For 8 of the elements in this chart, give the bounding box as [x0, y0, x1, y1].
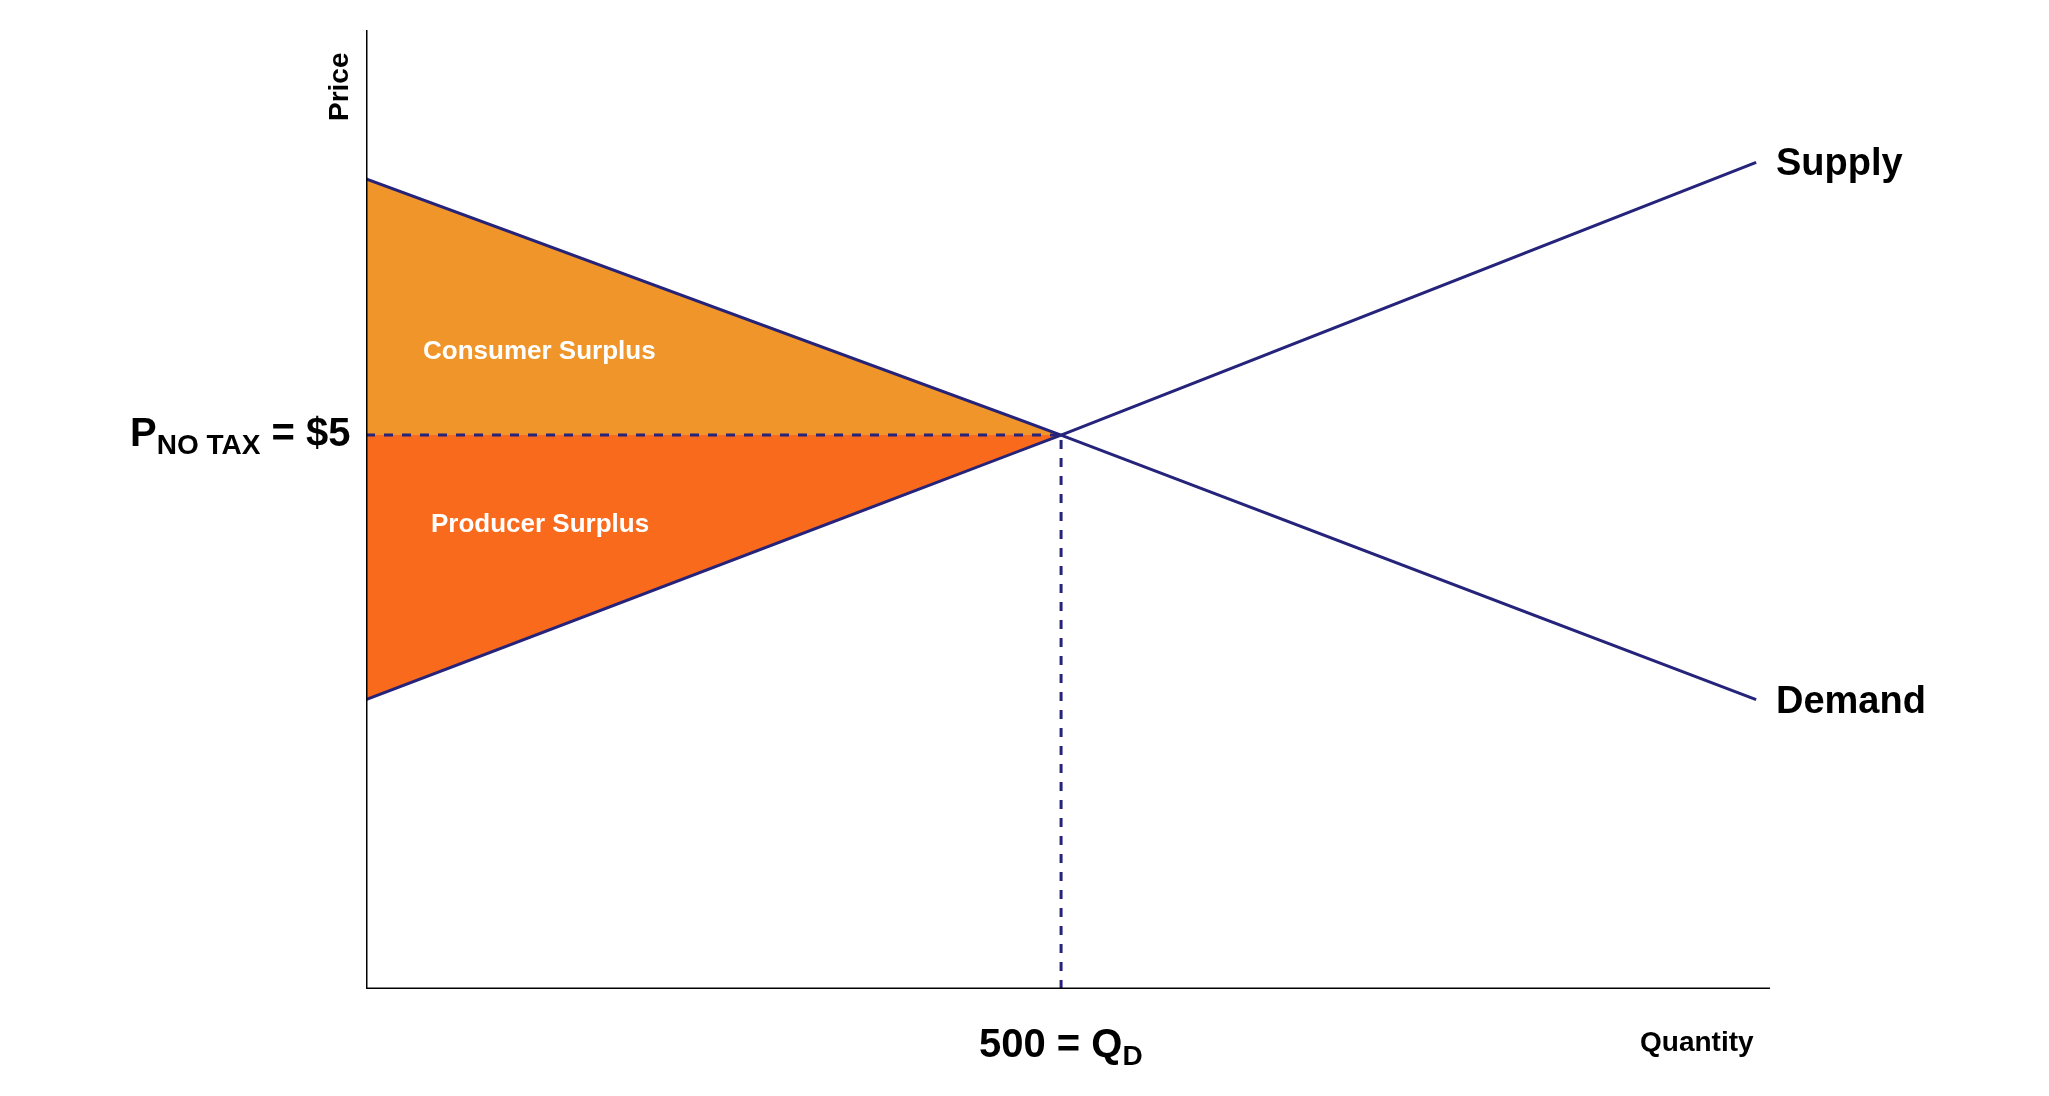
text: P$_{NO TAX}$ = $5	[130, 410, 351, 461]
y-axis-title: Price	[323, 52, 354, 121]
series-label: Consumer Surplus	[423, 335, 656, 365]
series-label: Demand	[1776, 679, 1926, 721]
series-label: Producer Surplus	[431, 508, 650, 538]
series-label: Supply	[1776, 141, 1903, 183]
text: 500 = Q$_{D}$	[979, 1021, 1143, 1072]
x-axis-title: Quantity	[1640, 1026, 1754, 1057]
